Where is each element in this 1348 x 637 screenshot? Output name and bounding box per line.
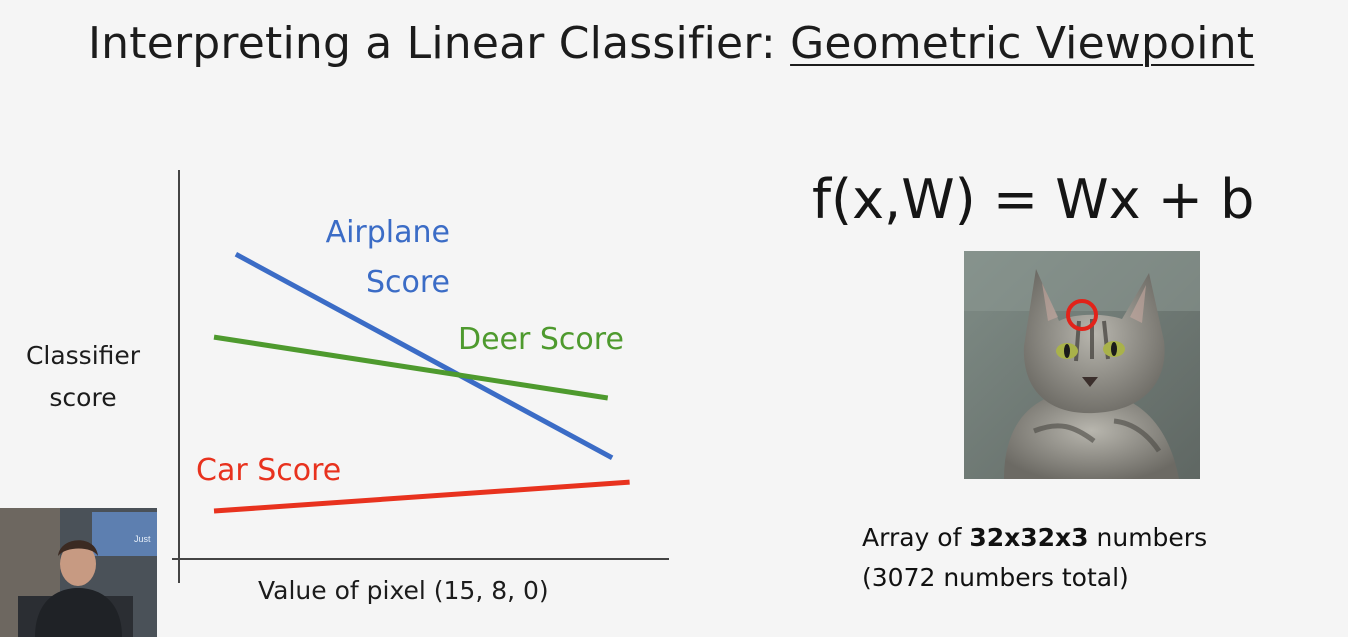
deer-score-label: Deer Score [458,322,624,357]
linear-classifier-formula: f(x,W) = Wx + b [812,168,1255,231]
line-chart [172,170,669,583]
caption-line-1-pre: Array of [862,523,970,552]
car-score-line [213,479,630,514]
y-axis-label: Classifier score [8,335,158,419]
slide-title: Interpreting a Linear Classifier: Geomet… [88,18,1254,69]
cat-image [964,251,1200,479]
series-layer [213,252,630,514]
deer-score-line [213,334,609,401]
cat-illustration [964,251,1200,479]
caption-line-2: (3072 numbers total) [862,563,1129,592]
title-prefix: Interpreting a Linear Classifier: [88,18,791,69]
airplane-label-line-1: Airplane [325,215,450,250]
caption-line-1: Array of 32x32x3 numbers [862,518,1207,558]
x-axis-label: Value of pixel (15, 8, 0) [258,576,549,605]
title-underlined: Geometric Viewpoint [790,18,1255,69]
car-score-label: Car Score [196,453,342,488]
caption-line-1-post: numbers [1088,523,1208,552]
y-axis-label-line-1: Classifier [25,341,141,370]
airplane-label-line-2: Score [365,265,450,300]
array-caption: Array of 32x32x3 numbers (3072 numbers t… [862,518,1207,598]
presenter-illustration: Just [0,508,157,637]
y-axis-label-line-2: score [49,383,117,412]
airplane-score-label: Airplane Score [300,208,450,308]
presenter-webcam: Just [0,508,157,637]
webcam-overlay-text: Just [134,534,151,544]
pixel-marker-circle [1066,299,1098,331]
airplane-score-line [234,252,614,461]
caption-dimensions: 32x32x3 [969,523,1089,552]
